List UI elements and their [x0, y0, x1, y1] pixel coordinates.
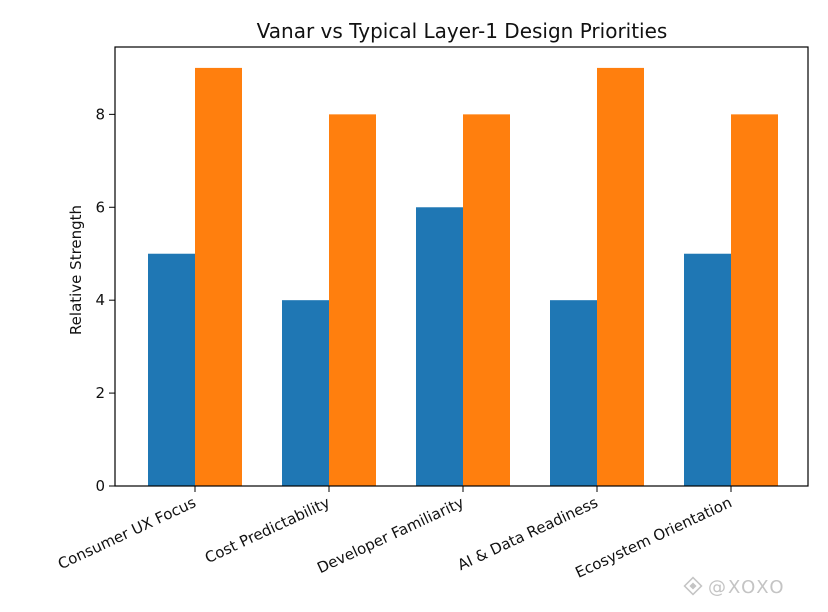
y-tick-label: 4	[95, 291, 105, 309]
y-tick-label: 2	[95, 384, 105, 402]
bar-blue-4	[550, 300, 597, 486]
bar-orange-5	[731, 114, 778, 486]
watermark-logo-icon	[683, 576, 703, 596]
plot-frame	[114, 46, 809, 487]
bars-group	[148, 67, 778, 487]
bar-blue-2	[282, 300, 329, 486]
bar-blue-5	[684, 253, 731, 486]
watermark-text: @XOXO	[708, 577, 786, 598]
bar-orange-3	[463, 114, 510, 486]
x-category-label: Cost Predictability	[202, 493, 333, 567]
bar-blue-1	[148, 253, 195, 486]
x-category-label: Developer Familiarity	[314, 493, 467, 577]
bar-orange-1	[195, 67, 242, 487]
bar-orange-2	[329, 114, 376, 486]
y-tick-label: 6	[95, 198, 105, 216]
x-category-label: Consumer UX Focus	[55, 493, 199, 573]
y-tick-label: 8	[95, 105, 105, 123]
y-axis-label: Relative Strength	[67, 205, 85, 335]
y-tick-label: 0	[95, 477, 105, 495]
bar-blue-3	[416, 207, 463, 486]
x-axis-ticks: Consumer UX Focus Cost PredictabilityDeve…	[55, 486, 735, 582]
chart-title: Vanar vs Typical Layer-1 Design Prioriti…	[257, 19, 668, 43]
watermark: @XOXO	[683, 576, 786, 598]
y-axis-ticks: 0 2 4 6 8	[95, 105, 115, 495]
bar-orange-4	[597, 67, 644, 487]
